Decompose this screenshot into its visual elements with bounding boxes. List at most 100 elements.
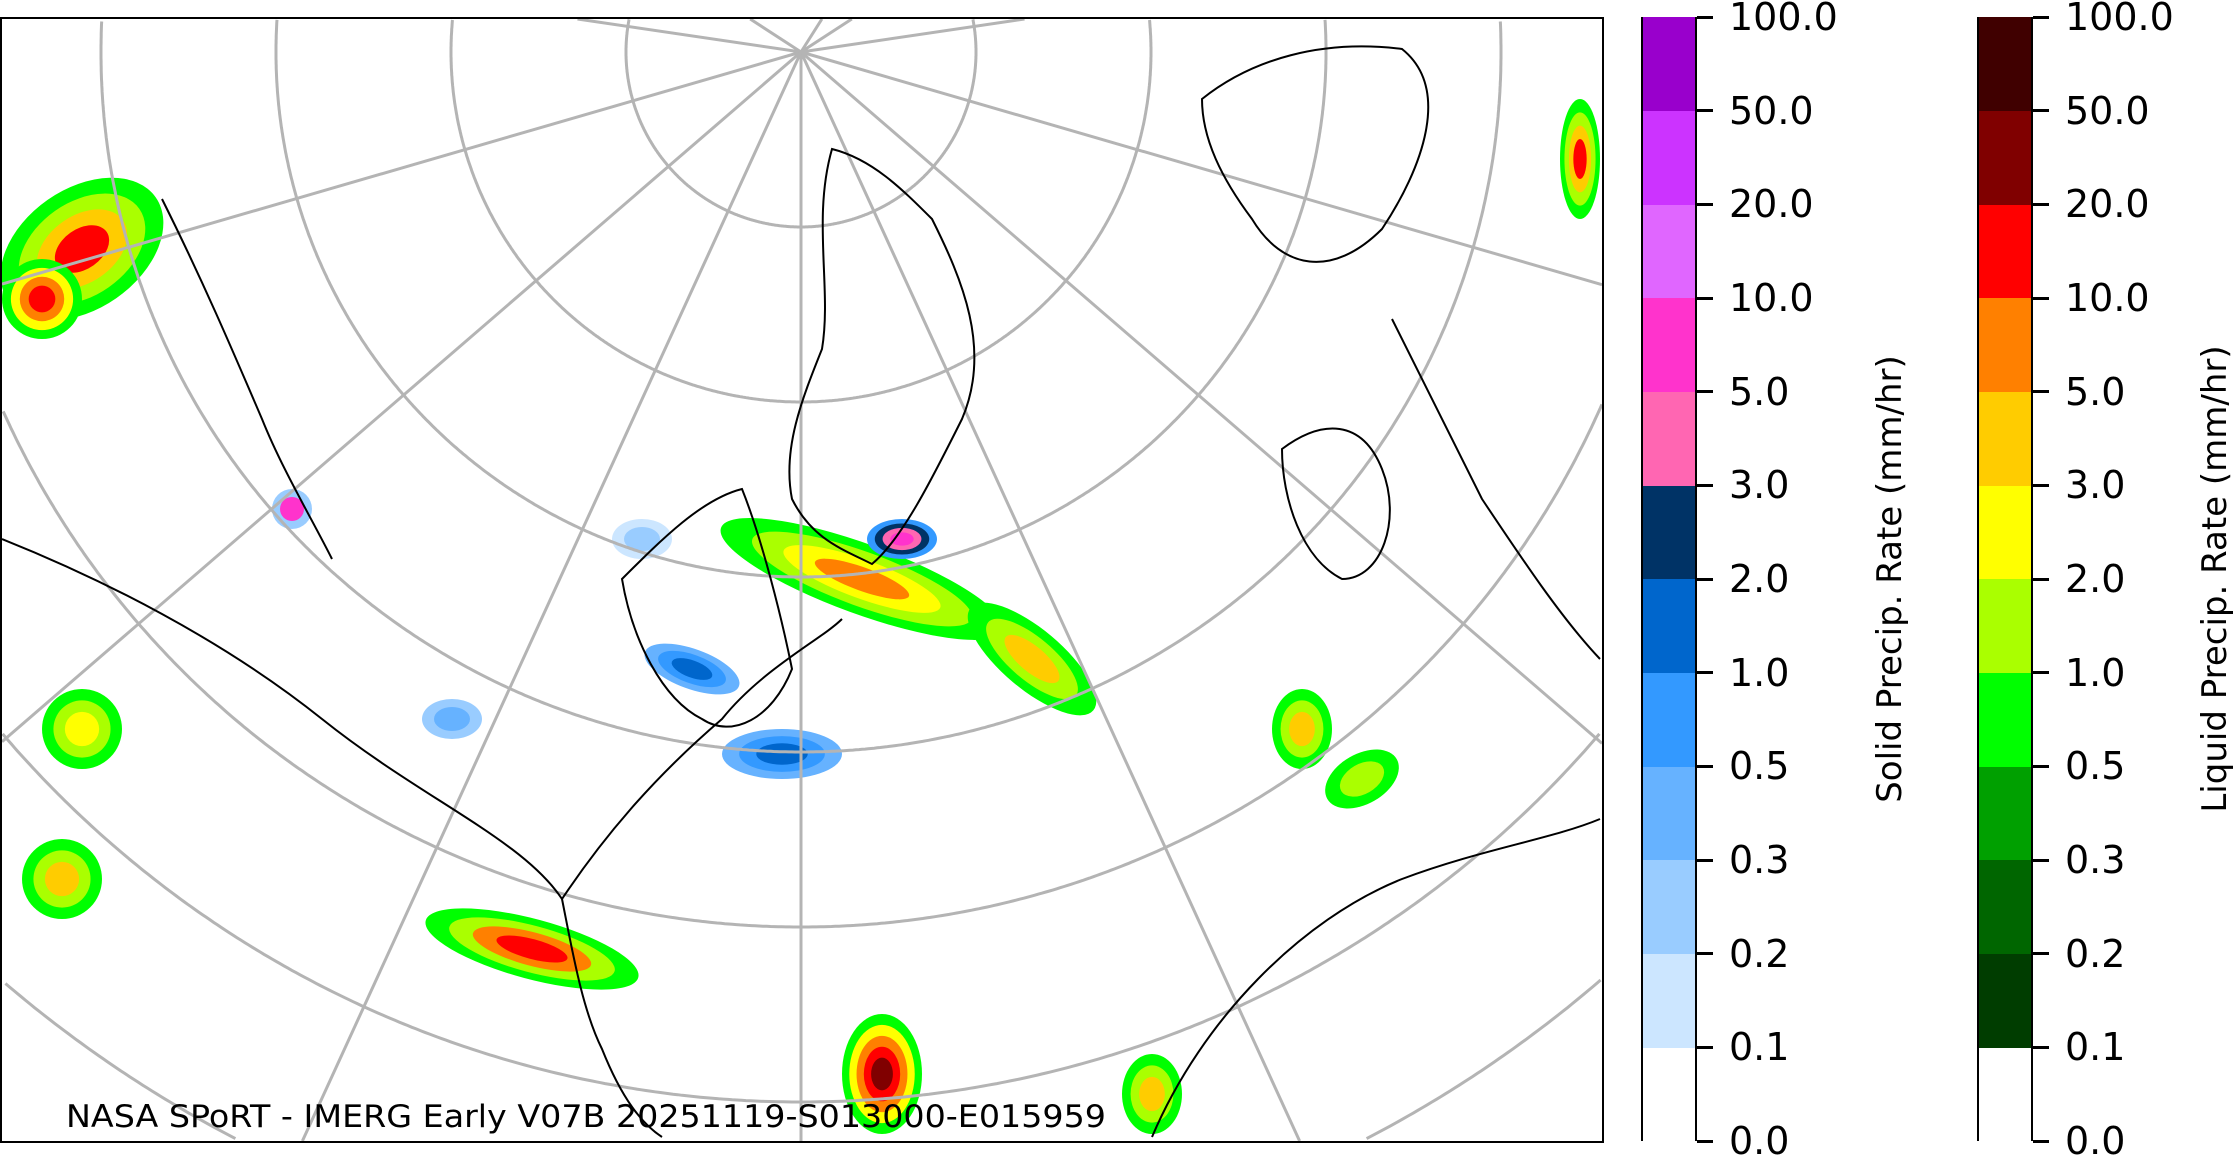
- meridian-line: [577, 19, 802, 54]
- latitude-circle: [274, 19, 1328, 579]
- colorbar-tick-label: 0.3: [2065, 838, 2126, 882]
- map-canvas: NASA SPoRT - IMERG Early V07B 20251119-S…: [2, 19, 1602, 1141]
- coastline: [161, 198, 333, 560]
- precipitation-area: [280, 497, 304, 521]
- precipitation-layer: [2, 99, 1600, 1134]
- meridian-line: [799, 19, 824, 53]
- colorbar-tick: [2033, 764, 2049, 768]
- coastline: [1151, 818, 1601, 1138]
- precipitation-area: [1139, 1076, 1165, 1112]
- colorbar-segment: [1979, 953, 2031, 1048]
- colorbar-segment: [1643, 1047, 1695, 1142]
- colorbar-tick: [2033, 1045, 2049, 1049]
- colorbar-tick-label: 0.1: [1729, 1025, 1790, 1070]
- colorbar-tick: [2033, 1139, 2049, 1143]
- precipitation-area: [496, 935, 568, 963]
- colorbar-segment: [1979, 766, 2031, 861]
- latitude-circle: [2, 732, 1601, 1104]
- precipitation-area: [756, 743, 808, 765]
- colorbar-tick: [1697, 109, 1713, 113]
- graticule: [2, 19, 1602, 1141]
- colorbar-segment: [1979, 110, 2031, 205]
- colorbar-tick-label: 10.0: [1729, 276, 1814, 320]
- precipitation-area: [1339, 761, 1385, 797]
- colorbar-segment: [1643, 766, 1695, 861]
- colorbar-segment: [1643, 298, 1695, 393]
- liquid-precip-colorbar-title: Liquid Precip. Rate (mm/hr): [2195, 345, 2235, 813]
- colorbar-tick-label: 3.0: [1729, 463, 1790, 508]
- colorbar-tick: [2033, 109, 2049, 113]
- precipitation-area: [434, 707, 470, 731]
- colorbar-tick: [1697, 1045, 1713, 1049]
- colorbar-tick-label: 20.0: [2065, 182, 2150, 227]
- colorbar-tick: [1697, 671, 1713, 675]
- colorbar-tick-label: 0.5: [1729, 744, 1790, 789]
- colorbar-tick-label: 0.2: [1729, 931, 1790, 976]
- colorbar-segment: [1643, 860, 1695, 955]
- meridian-line: [800, 19, 1025, 54]
- precipitation-area: [64, 711, 100, 747]
- colorbar-segment: [1643, 110, 1695, 205]
- solid-precip-colorbar: [1641, 17, 1697, 1142]
- coastline: [1200, 45, 1430, 263]
- latitude-circle: [4, 978, 1602, 1140]
- colorbar-tick-label: 50.0: [2065, 88, 2150, 133]
- latitude-circle: [99, 21, 1503, 754]
- meridian-line: [800, 19, 853, 54]
- colorbar-segment: [1643, 204, 1695, 299]
- precipitation-area: [1573, 139, 1587, 179]
- colorbar-tick: [1697, 15, 1713, 19]
- colorbar-tick: [2033, 15, 2049, 19]
- colorbar-tick: [2033, 577, 2049, 581]
- colorbar-tick-label: 100.0: [2065, 0, 2174, 39]
- colorbar-tick: [2033, 483, 2049, 487]
- colorbar-segment: [1643, 391, 1695, 486]
- colorbar-tick-label: 0.5: [2065, 744, 2126, 789]
- liquid-precip-colorbar: [1977, 17, 2033, 1142]
- colorbar-tick: [1697, 296, 1713, 300]
- colorbar-tick-label: 50.0: [1729, 88, 1814, 133]
- colorbar-segment: [1643, 17, 1695, 112]
- colorbar-segment: [1979, 17, 2031, 112]
- coastline: [1280, 427, 1391, 581]
- meridian-line: [2, 50, 802, 286]
- precipitation-area: [28, 285, 56, 313]
- precipitation-area: [624, 527, 660, 551]
- coastline: [561, 898, 663, 1138]
- colorbar-tick-label: 0.0: [1729, 1119, 1790, 1163]
- colorbar-tick: [1697, 483, 1713, 487]
- precipitation-area: [814, 558, 910, 600]
- colorbar-tick: [1697, 764, 1713, 768]
- coastlines: [2, 45, 1601, 1138]
- coastline: [788, 147, 976, 566]
- colorbar-tick-label: 0.1: [2065, 1025, 2126, 1070]
- colorbar-segment: [1979, 579, 2031, 674]
- colorbar-segment: [1979, 298, 2031, 393]
- colorbar-tick-label: 10.0: [2065, 276, 2150, 320]
- colorbar-segment: [1979, 1047, 2031, 1142]
- colorbar-segment: [1643, 953, 1695, 1048]
- meridian-line: [800, 50, 1602, 745]
- map-caption: NASA SPoRT - IMERG Early V07B 20251119-S…: [66, 1099, 1106, 1135]
- colorbar-tick: [2033, 671, 2049, 675]
- colorbar-segment: [1643, 579, 1695, 674]
- colorbar-tick: [2033, 858, 2049, 862]
- colorbar-tick-label: 20.0: [1729, 182, 1814, 227]
- meridian-line: [301, 51, 803, 1141]
- colorbar-tick-label: 100.0: [1729, 0, 1838, 39]
- colorbar-segment: [1979, 391, 2031, 486]
- precipitation-area: [44, 861, 80, 897]
- colorbar-tick-label: 0.0: [2065, 1119, 2126, 1163]
- colorbar-segment: [1643, 672, 1695, 767]
- solid-precip-colorbar-title: Solid Precip. Rate (mm/hr): [1870, 355, 1910, 803]
- colorbar-tick: [1697, 952, 1713, 956]
- meridian-line: [749, 19, 802, 54]
- precipitation-map: NASA SPoRT - IMERG Early V07B 20251119-S…: [0, 17, 1604, 1143]
- colorbar-tick: [1697, 390, 1713, 394]
- coastline: [2, 538, 843, 901]
- colorbar-tick: [1697, 858, 1713, 862]
- precipitation-area: [1004, 634, 1060, 684]
- latitude-circle: [449, 19, 1153, 404]
- colorbar-tick-label: 5.0: [2065, 369, 2126, 414]
- latitude-circle: [624, 19, 978, 229]
